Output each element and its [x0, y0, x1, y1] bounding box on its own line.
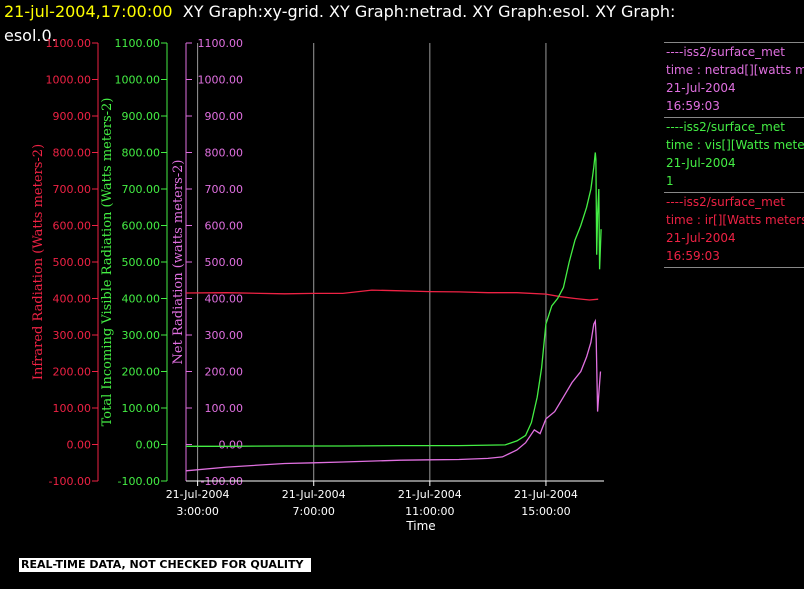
legend-source: ----iss2/surface_met: [666, 120, 785, 134]
y-tick-label: 600.00: [205, 220, 244, 233]
x-tick-date: 21-Jul-2004: [514, 488, 578, 501]
y-tick-label: 200.00: [205, 366, 244, 379]
y-tick-label: 400.00: [122, 293, 161, 306]
header-graph-titles: XY Graph:xy-grid. XY Graph:netrad. XY Gr…: [182, 2, 676, 21]
grid-lines: [197, 43, 547, 481]
y-tick-label: 900.00: [122, 110, 161, 123]
x-tick-time: 7:00:00: [293, 505, 335, 518]
y-tick-label: 900.00: [53, 110, 92, 123]
y-tick-label: 800.00: [122, 147, 161, 160]
legend-entry-netrad: ----iss2/surface_met time : netrad[][wat…: [664, 42, 804, 117]
legend-entry-vis: ----iss2/surface_met time : vis[][Watts …: [664, 117, 804, 192]
y-tick-label: 200.00: [122, 366, 161, 379]
y-tick-label: 100.00: [205, 402, 244, 415]
x-axis: 21-Jul-2004 3:00:00 21-Jul-2004 7:00:00 21-J…: [166, 480, 604, 533]
x-tick-date: 21-Jul-2004: [166, 488, 230, 501]
series-line-2: [185, 318, 602, 472]
y-tick-label: 0.00: [67, 439, 92, 452]
x-tick-time: 3:00:00: [176, 505, 218, 518]
x-axis-label: Time: [405, 519, 435, 533]
legend-date: 21-Jul-2004: [666, 231, 736, 245]
y-tick-label: 100.00: [53, 402, 92, 415]
y-tick-label: 400.00: [53, 293, 92, 306]
legend-entry-ir: ----iss2/surface_met time : ir[][Watts m…: [664, 192, 804, 267]
y-tick-label: 500.00: [205, 256, 244, 269]
y-tick-label: 700.00: [205, 183, 244, 196]
legend-date: 21-Jul-2004: [666, 156, 736, 170]
y-axis-label: Total Incoming Visible Radiation (Watts …: [100, 98, 115, 427]
y-tick-label: 700.00: [53, 183, 92, 196]
legend-variable: time : netrad[][watts me: [666, 63, 804, 77]
legend-time: 1: [666, 174, 674, 188]
series-line-0: [185, 289, 599, 301]
y-tick-label: 0.00: [219, 439, 244, 452]
y-tick-label: 600.00: [122, 220, 161, 233]
y-tick-label: 1100.00: [115, 37, 161, 50]
y-tick-label: 500.00: [53, 256, 92, 269]
y-tick-label: 200.00: [53, 366, 92, 379]
header: 21-jul-2004,17:00:00 XY Graph:xy-grid. X…: [0, 0, 804, 48]
y-axis-label: Net Radiation (watts meters-2): [171, 160, 186, 365]
legend-source: ----iss2/surface_met: [666, 45, 785, 59]
y-tick-label: 1000.00: [115, 74, 161, 87]
series-lines: [185, 152, 602, 472]
y-tick-label: 700.00: [122, 183, 161, 196]
y-tick-label: 400.00: [205, 293, 244, 306]
y-tick-label: 300.00: [53, 329, 92, 342]
y-tick-label: 1100.00: [198, 37, 244, 50]
y-tick-label: -100.00: [49, 475, 91, 488]
legend-source: ----iss2/surface_met: [666, 195, 785, 209]
x-tick-time: 11:00:00: [405, 505, 454, 518]
legend: ----iss2/surface_met time : netrad[][wat…: [664, 42, 804, 269]
y-tick-label: 1000.00: [198, 74, 244, 87]
y-tick-label: 1000.00: [46, 74, 92, 87]
header-line-1: 21-jul-2004,17:00:00 XY Graph:xy-grid. X…: [4, 2, 675, 22]
header-graph-titles-cont: esol.0.: [4, 26, 57, 45]
y-tick-label: 1100.00: [46, 37, 92, 50]
y-tick-label: 900.00: [205, 110, 244, 123]
legend-time: 16:59:03: [666, 249, 720, 263]
series-line-1: [186, 152, 602, 447]
y-tick-label: 800.00: [53, 147, 92, 160]
x-tick-date: 21-Jul-2004: [398, 488, 462, 501]
legend-time: 16:59:03: [666, 99, 720, 113]
y-axes: -100.00 0.00 100.00 200.00 300.00 400.00 500.0…: [31, 37, 243, 488]
x-tick-time: 15:00:00: [521, 505, 570, 518]
y-tick-label: -100.00: [118, 475, 160, 488]
y-axis-label: Infrared Radiation (Watts meters-2): [31, 144, 46, 380]
y-tick-label: 100.00: [122, 402, 161, 415]
y-tick-label: 500.00: [122, 256, 161, 269]
y-tick-label: 0.00: [136, 439, 161, 452]
legend-variable: time : vis[][Watts meter: [666, 138, 804, 152]
legend-end-rule: [664, 267, 804, 269]
y-tick-label: 800.00: [205, 147, 244, 160]
legend-date: 21-Jul-2004: [666, 81, 736, 95]
legend-variable: time : ir[][Watts meters: [666, 213, 804, 227]
y-tick-label: 300.00: [122, 329, 161, 342]
x-tick-date: 21-Jul-2004: [282, 488, 346, 501]
qc-note: REAL-TIME DATA, NOT CHECKED FOR QUALITY: [19, 558, 312, 572]
y-tick-label: 300.00: [205, 329, 244, 342]
header-timestamp: 21-jul-2004,17:00:00: [4, 2, 173, 21]
y-tick-label: 600.00: [53, 220, 92, 233]
